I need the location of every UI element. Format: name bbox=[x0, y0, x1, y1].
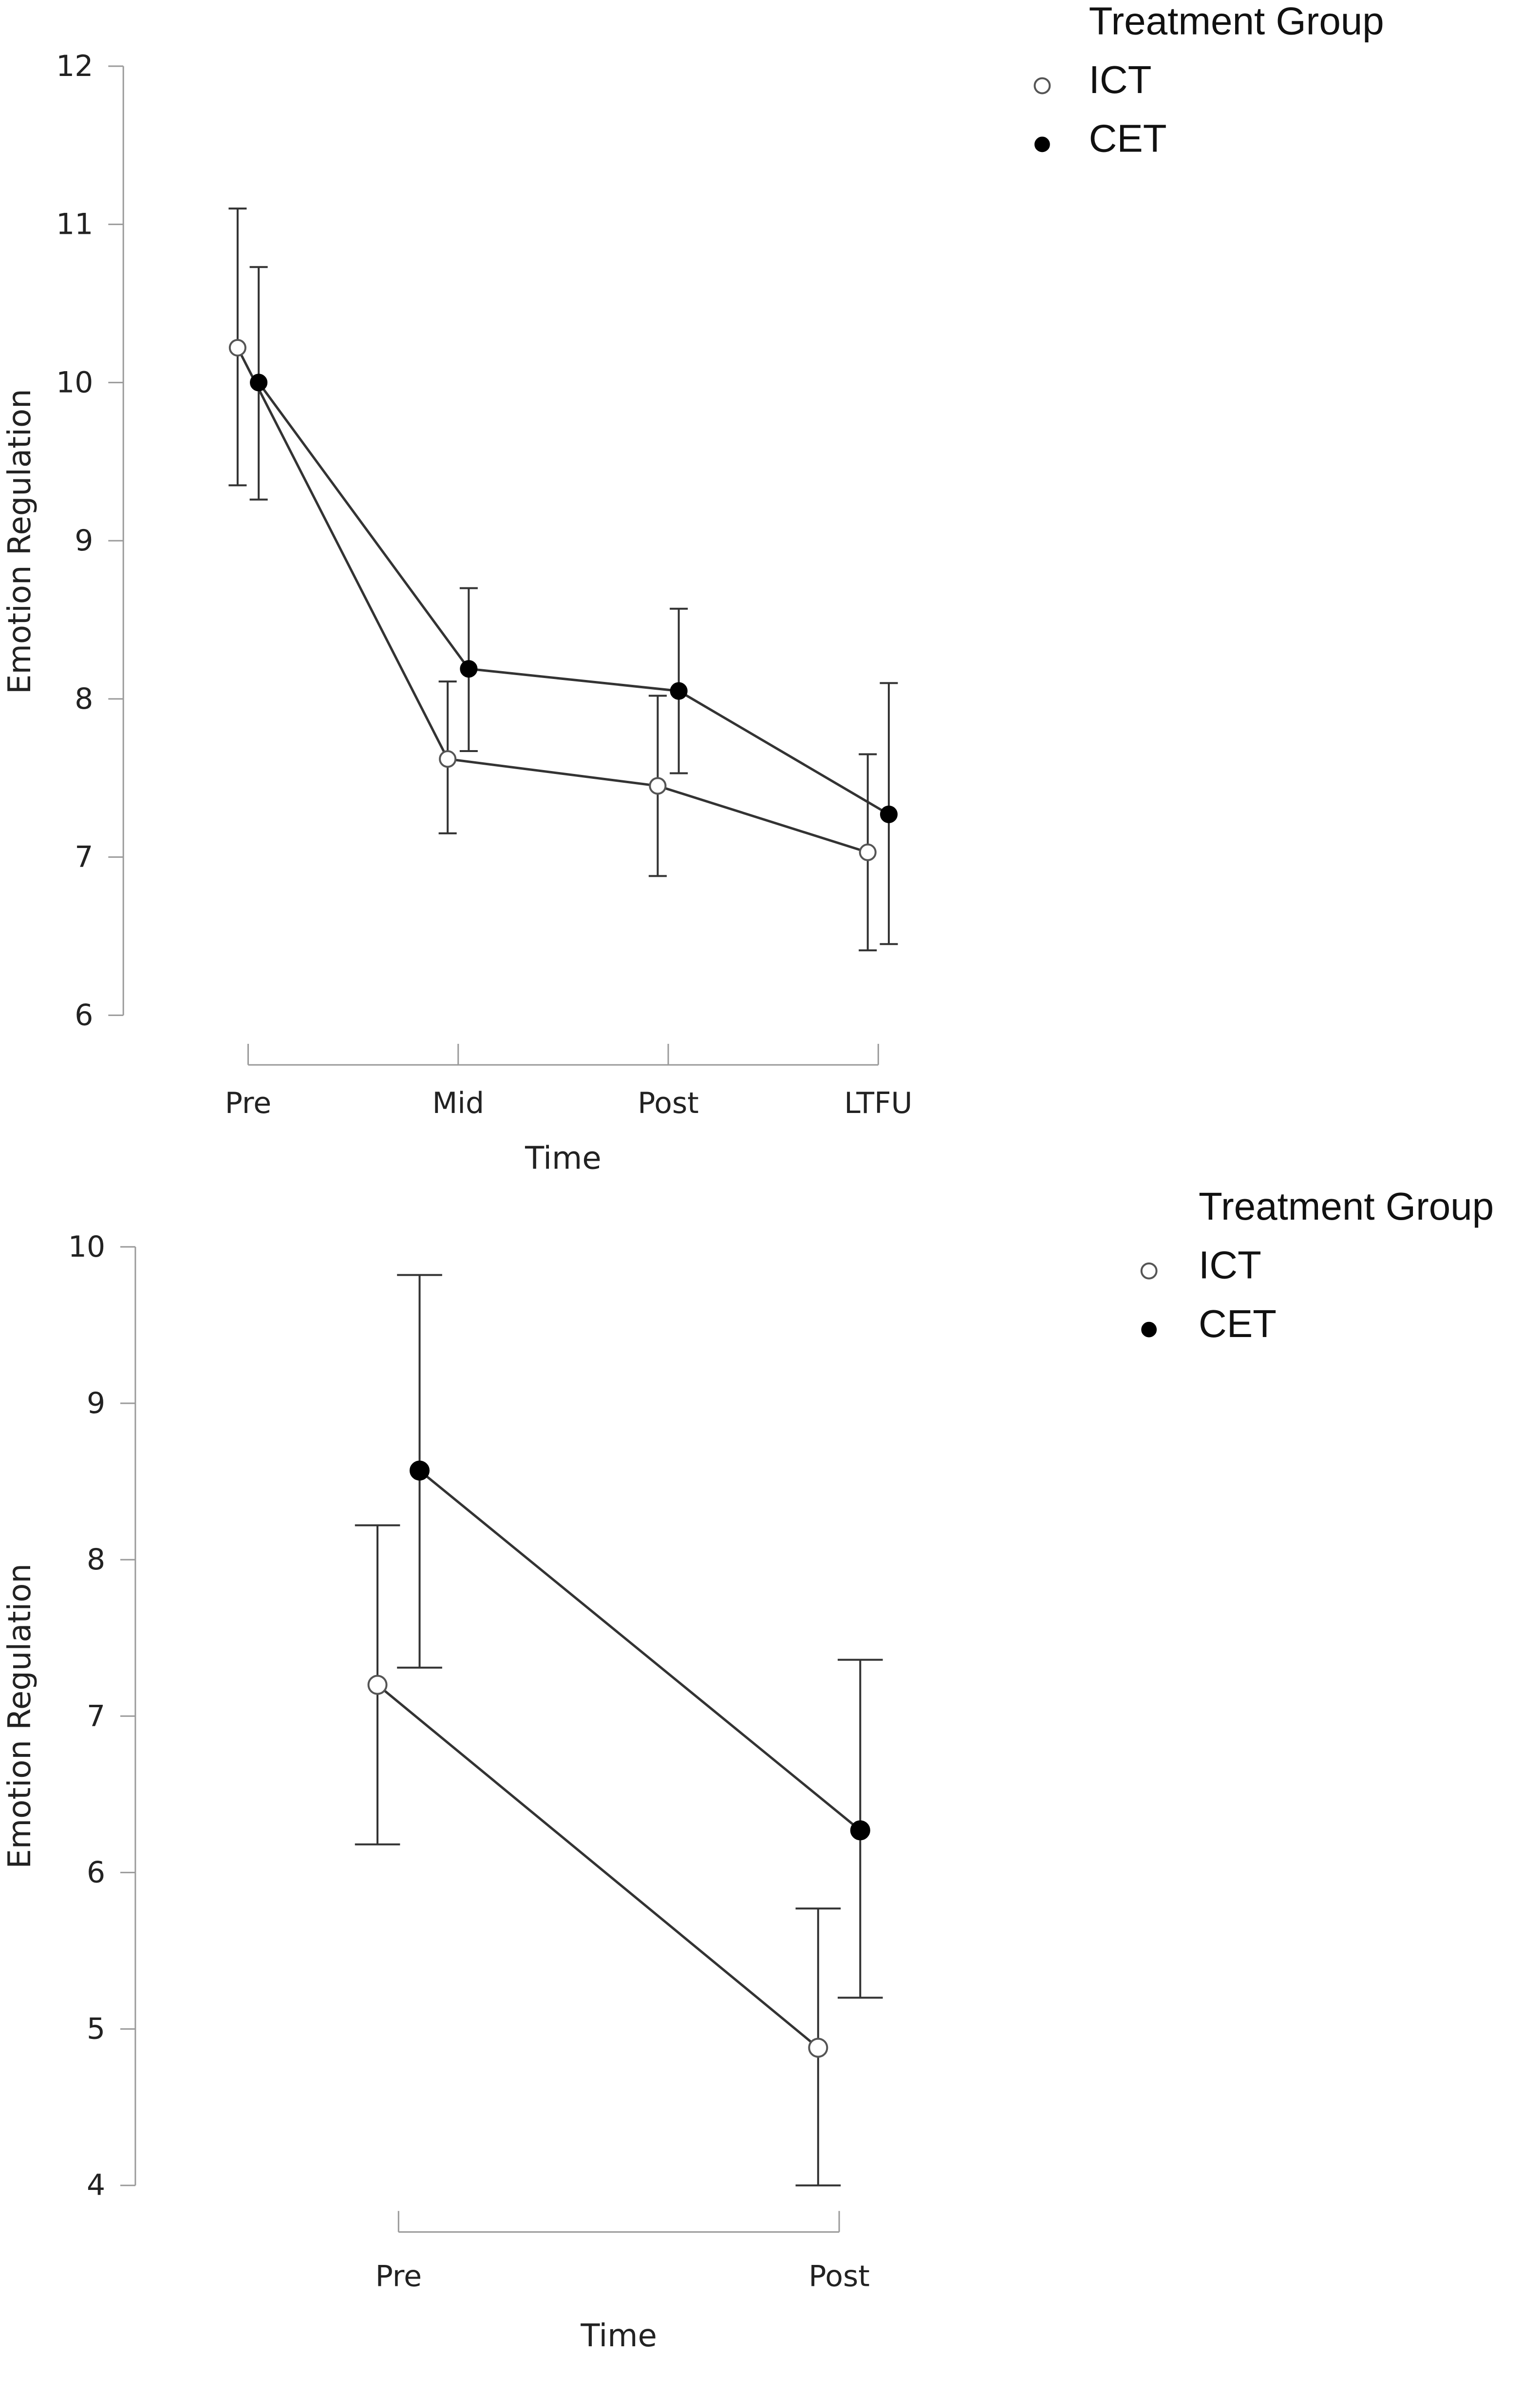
panel2-legend-marker-cet bbox=[1141, 1321, 1157, 1338]
panel1-x-tick-label: Mid bbox=[432, 1086, 485, 1120]
panel2-series-line-ict bbox=[376, 1684, 819, 2049]
panel1-y-tick-label: 7 bbox=[75, 840, 93, 874]
panel1-legend-marker-ict bbox=[1033, 77, 1051, 94]
panel2-x-tick-label: Post bbox=[808, 2260, 870, 2294]
panel2-data-point-cet bbox=[409, 1460, 430, 1481]
panel2-data-point-ict bbox=[367, 1675, 388, 1695]
panel1-y-tick-label: 11 bbox=[56, 207, 93, 242]
panel2-y-tick-label: 4 bbox=[87, 2168, 105, 2203]
panel2-y-tick-label: 9 bbox=[87, 1386, 105, 1420]
panel1-y-tick-label: 12 bbox=[56, 49, 93, 83]
panel2-x-tick-label: Pre bbox=[376, 2260, 422, 2294]
panel1-y-tick-label: 8 bbox=[75, 682, 93, 716]
panel1-y-tick-label: 10 bbox=[56, 365, 93, 399]
panel2-legend-label-cet: CET bbox=[1199, 1302, 1277, 1345]
panel1-series-line-ict bbox=[236, 347, 868, 854]
panel1-legend-title: Treatment Group bbox=[1089, 0, 1384, 43]
panel2-series-line-cet bbox=[418, 1470, 861, 1831]
panel2-data-point-ict bbox=[808, 2037, 828, 2058]
panel1-legend-label-cet: CET bbox=[1089, 117, 1167, 160]
panel2-legend-label-ict: ICT bbox=[1199, 1243, 1261, 1286]
panel1-series-line-cet bbox=[258, 381, 890, 816]
panel2-legend-marker-ict bbox=[1140, 1262, 1158, 1280]
panel2-y-tick-label: 5 bbox=[87, 2012, 105, 2046]
panel2-y-axis-title: Emotion Regulation bbox=[2, 1564, 38, 1869]
panel1-data-point-cet bbox=[880, 805, 898, 823]
panel2-legend-title: Treatment Group bbox=[1199, 1185, 1494, 1228]
panel1-data-point-cet bbox=[670, 682, 688, 700]
panel2-y-tick-label: 8 bbox=[87, 1543, 105, 1577]
panel1-x-tick-label: Post bbox=[638, 1086, 699, 1120]
panel1-x-axis-title: Time bbox=[525, 1140, 601, 1176]
panel1-x-tick-label: Pre bbox=[225, 1086, 271, 1120]
panel1-data-point-cet bbox=[250, 374, 268, 392]
panel1-legend-label-ict: ICT bbox=[1089, 58, 1152, 101]
panel1-y-tick-label: 9 bbox=[75, 524, 93, 558]
panel1-data-point-ict bbox=[649, 777, 667, 795]
panel2-y-tick-label: 7 bbox=[87, 1699, 105, 1733]
panel1-y-tick-label: 6 bbox=[75, 998, 93, 1032]
panel1-y-axis-title: Emotion Regulation bbox=[2, 389, 38, 694]
panel1-data-point-cet bbox=[460, 660, 478, 678]
panel1-data-point-ict bbox=[859, 843, 877, 861]
panel2-y-tick-label: 10 bbox=[68, 1230, 105, 1264]
panel1-data-point-ict bbox=[228, 339, 246, 357]
panel2-data-point-cet bbox=[850, 1820, 870, 1841]
panel1-legend-marker-cet bbox=[1034, 136, 1050, 152]
panel1-x-tick-label: LTFU bbox=[844, 1086, 912, 1120]
panel1-data-point-ict bbox=[439, 750, 457, 768]
panel2-y-tick-label: 6 bbox=[87, 1855, 105, 1889]
panel2-x-axis-title: Time bbox=[580, 2318, 657, 2354]
